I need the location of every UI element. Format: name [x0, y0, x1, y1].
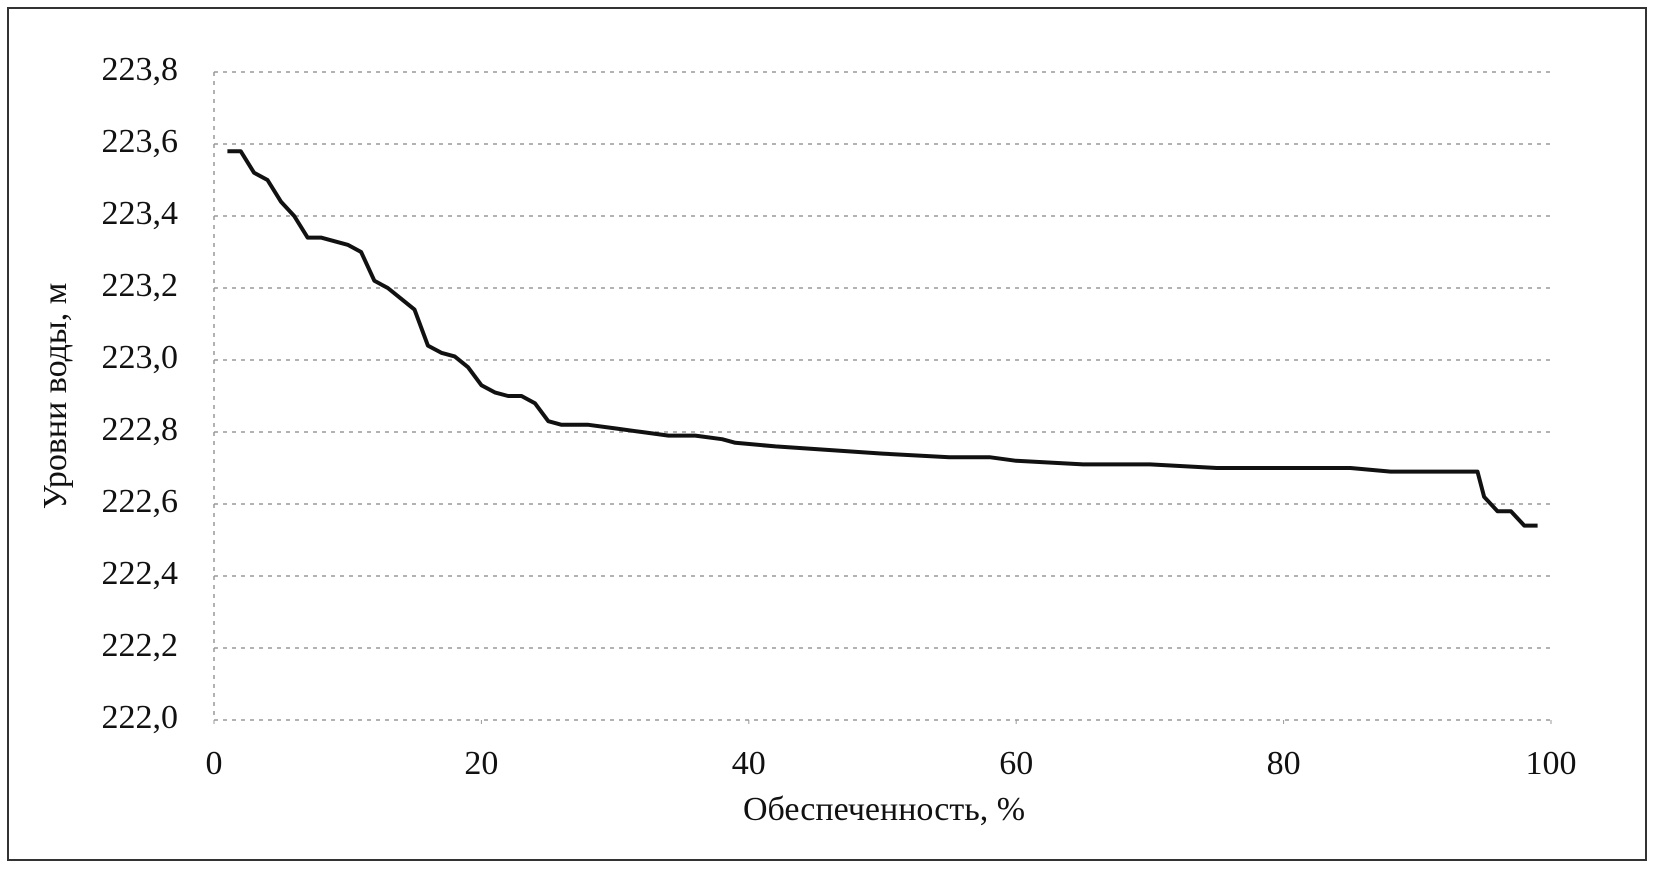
chart-frame [7, 7, 1647, 861]
x-tick-label: 80 [1267, 745, 1301, 782]
y-tick-label: 223,0 [102, 339, 179, 376]
y-tick-label: 222,8 [102, 411, 179, 448]
x-tick-label: 0 [206, 745, 223, 782]
x-tick-label: 60 [999, 745, 1033, 782]
y-tick-label: 222,4 [102, 555, 179, 592]
y-tick-label: 223,2 [102, 267, 179, 304]
y-tick-label: 223,8 [102, 51, 179, 88]
y-tick-label: 223,4 [102, 195, 179, 232]
y-axis-label: Уровни воды, м [37, 283, 74, 510]
x-axis-label: Обеспеченность, % [743, 791, 1025, 828]
y-tick-label: 223,6 [102, 123, 179, 160]
y-tick-label: 222,2 [102, 627, 179, 664]
data-line [227, 149, 1538, 528]
y-tick-label: 222,0 [102, 699, 179, 736]
x-tick-label: 40 [732, 745, 766, 782]
x-tick-label: 20 [464, 745, 498, 782]
y-tick-label: 222,6 [102, 483, 179, 520]
x-tick-label: 100 [1526, 745, 1577, 782]
